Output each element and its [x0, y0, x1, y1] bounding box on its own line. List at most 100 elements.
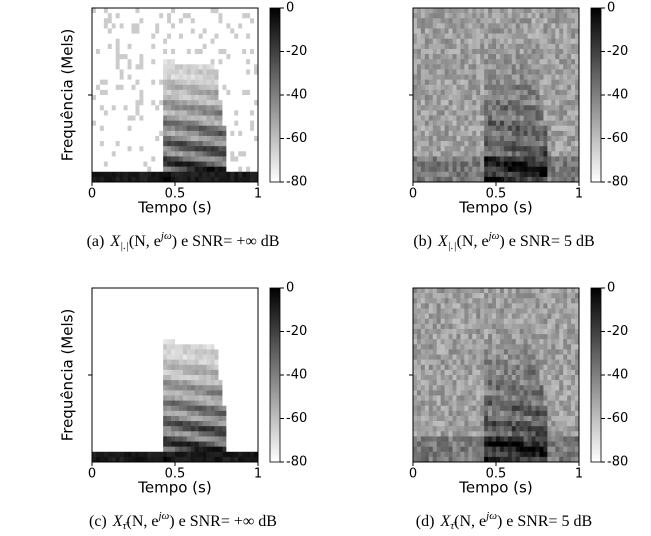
spectrogram-cell: [433, 324, 437, 329]
colorbar-tick-label: -20: [286, 44, 307, 59]
spectrogram-cell: [508, 23, 512, 28]
spectrogram-cell: [96, 80, 100, 85]
spectrogram-cell: [167, 349, 171, 354]
spectrogram-cell: [112, 156, 116, 161]
spectrogram-cell: [559, 23, 563, 28]
spectrogram-cell: [250, 131, 254, 136]
spectrogram-cell: [112, 151, 116, 156]
spectrogram-cell: [528, 131, 532, 136]
spectrogram-cell: [147, 406, 151, 411]
spectrogram-cell: [468, 44, 472, 49]
spectrogram-cell: [512, 167, 516, 172]
spectrogram-cell: [500, 110, 504, 115]
spectrogram-cell: [179, 141, 183, 146]
spectrogram-cell: [437, 411, 441, 416]
spectrogram-cell: [547, 121, 551, 126]
spectrogram-cell: [100, 390, 104, 395]
spectrogram-cell: [453, 355, 457, 360]
spectrogram-cell: [230, 303, 234, 308]
spectrogram-cell: [413, 100, 417, 105]
spectrogram-cell: [143, 90, 147, 95]
spectrogram-cell: [132, 95, 136, 100]
spectrogram-cell: [417, 151, 421, 156]
spectrogram-cell: [116, 131, 120, 136]
spectrogram-cell: [132, 13, 136, 18]
spectrogram-cell: [238, 324, 242, 329]
spectrogram-cell: [211, 308, 215, 313]
spectrogram-cell: [464, 8, 468, 13]
spectrogram-cell: [100, 344, 104, 349]
spectrogram-cell: [421, 360, 425, 365]
spectrogram-cell: [445, 59, 449, 64]
spectrogram-cell: [167, 431, 171, 436]
spectrogram-cell: [147, 162, 151, 167]
spectrogram-cell: [500, 136, 504, 141]
spectrogram-cell: [104, 293, 108, 298]
spectrogram-cell: [417, 452, 421, 457]
spectrogram-cell: [96, 406, 100, 411]
spectrogram-cell: [464, 39, 468, 44]
spectrogram-cell: [159, 59, 163, 64]
spectrogram-cell: [92, 146, 96, 151]
spectrogram-cell: [508, 90, 512, 95]
spectrogram-cell: [159, 308, 163, 313]
spectrogram-cell: [222, 136, 226, 141]
spectrogram-cell: [421, 314, 425, 319]
spectrogram-cell: [543, 95, 547, 100]
spectrogram-cell: [238, 162, 242, 167]
spectrogram-cell: [437, 18, 441, 23]
spectrogram-cell: [484, 177, 488, 182]
spectrogram-cell: [238, 365, 242, 370]
spectrogram-cell: [104, 380, 108, 385]
spectrogram-cell: [191, 334, 195, 339]
spectrogram-cell: [159, 442, 163, 447]
spectrogram-cell: [132, 344, 136, 349]
spectrogram-cell: [449, 115, 453, 120]
spectrogram-cell: [139, 447, 143, 452]
spectrogram-cell: [547, 115, 551, 120]
spectrogram-cell: [124, 172, 128, 177]
spectrogram-cell: [143, 334, 147, 339]
spectrogram-cell: [218, 314, 222, 319]
spectrogram-cell: [543, 167, 547, 172]
spectrogram-cell: [460, 8, 464, 13]
spectrogram-cell: [567, 146, 571, 151]
spectrogram-cell: [238, 370, 242, 375]
spectrogram-cell: [143, 23, 147, 28]
spectrogram-cell: [155, 452, 159, 457]
spectrogram-cell: [159, 426, 163, 431]
spectrogram-cell: [179, 355, 183, 360]
spectrogram-cell: [532, 136, 536, 141]
spectrogram-cell: [108, 23, 112, 28]
spectrogram-cell: [468, 416, 472, 421]
spectrogram-cell: [218, 162, 222, 167]
spectrogram-cell: [425, 298, 429, 303]
caption: (b)X|.|(N, ejω) e SNR= 5 dB: [413, 230, 594, 252]
spectrogram-cell: [476, 421, 480, 426]
spectrogram-cell: [496, 39, 500, 44]
spectrogram-cell: [167, 121, 171, 126]
spectrogram-cell: [100, 80, 104, 85]
spectrogram-cell: [112, 59, 116, 64]
spectrogram-cell: [203, 324, 207, 329]
spectrogram-cell: [215, 421, 219, 426]
spectrogram-cell: [226, 365, 230, 370]
spectrogram-cell: [551, 121, 555, 126]
spectrogram-cell: [207, 59, 211, 64]
spectrogram-cell: [116, 141, 120, 146]
spectrogram-cell: [413, 355, 417, 360]
spectrogram-cell: [179, 314, 183, 319]
spectrogram-cell: [555, 23, 559, 28]
spectrogram-cell: [449, 80, 453, 85]
spectrogram-cell: [480, 75, 484, 80]
spectrogram-cell: [453, 452, 457, 457]
spectrogram-cell: [199, 49, 203, 54]
spectrogram-cell: [199, 110, 203, 115]
spectrogram-cell: [179, 136, 183, 141]
spectrogram-cell: [143, 39, 147, 44]
spectrogram-cell: [191, 426, 195, 431]
spectrogram-cell: [445, 457, 449, 462]
spectrogram-cell: [147, 344, 151, 349]
spectrogram-cell: [520, 115, 524, 120]
spectrogram-cell: [163, 395, 167, 400]
